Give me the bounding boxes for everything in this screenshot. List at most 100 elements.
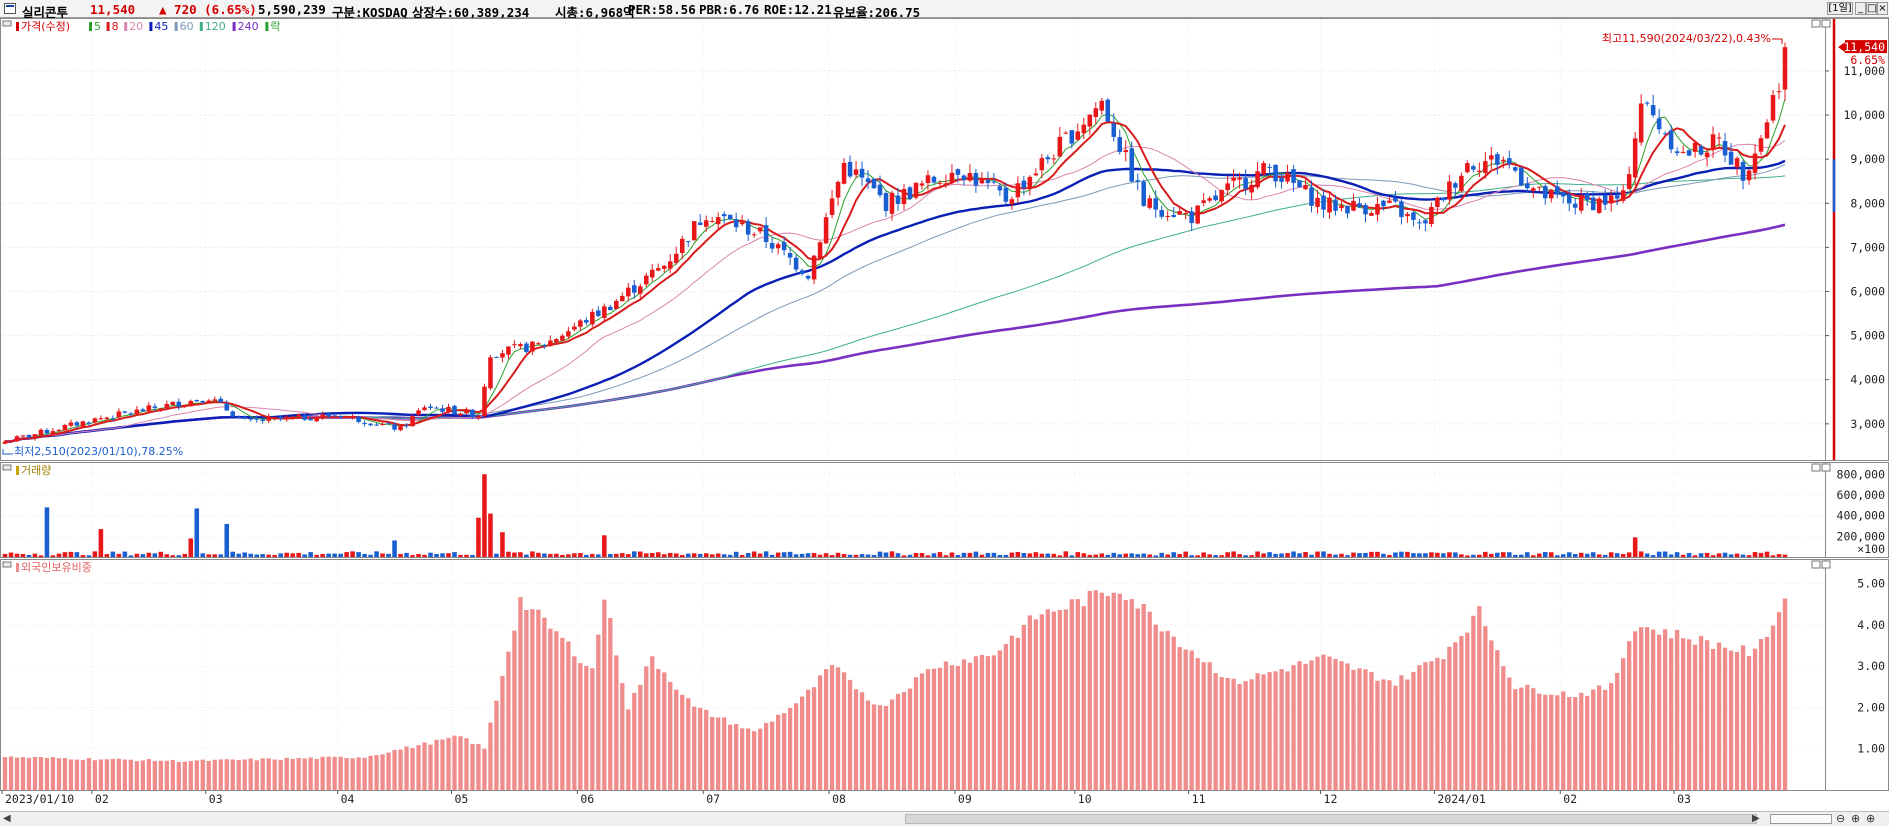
volume-bar xyxy=(1369,551,1374,557)
foreign-holding-bar xyxy=(763,722,769,790)
window-menu-icon[interactable] xyxy=(4,3,16,14)
candle-body xyxy=(1105,99,1111,122)
scroll-right-icon[interactable]: ▶ xyxy=(1752,813,1760,824)
volume-bar xyxy=(1381,553,1386,557)
zoom-in-icon[interactable]: ⊕ xyxy=(1866,812,1876,825)
candle-body xyxy=(1782,47,1788,90)
scroll-thumb[interactable] xyxy=(905,814,1757,824)
foreign-holding-bar xyxy=(781,713,787,790)
zoom-out-icon[interactable]: ⊖ xyxy=(1836,812,1846,825)
candle-body xyxy=(152,406,158,409)
volume-bar xyxy=(308,552,313,557)
candle-body xyxy=(1351,200,1356,211)
scroll-left-icon[interactable]: ◀ xyxy=(3,813,11,824)
foreign-holding-bar xyxy=(1746,656,1752,790)
candle-body xyxy=(1141,181,1146,206)
volume-bar xyxy=(787,551,793,557)
volume-panel-restore-icon[interactable] xyxy=(1811,463,1821,472)
foreign-holding-bar xyxy=(1698,636,1704,790)
foreign-holding-bar xyxy=(1603,689,1608,790)
volume-bar xyxy=(1638,551,1644,557)
volume-bar xyxy=(805,553,811,557)
candle-body xyxy=(1375,204,1380,215)
candle-body xyxy=(242,416,248,419)
candle-body xyxy=(967,173,973,181)
candle-body xyxy=(446,407,451,412)
price-panel-close-icon[interactable] xyxy=(1821,19,1831,28)
stock-chart[interactable]: 3,000 4,000 5,000 6,000 7,000 8,000 9,000 10,00… xyxy=(0,18,1889,811)
foreign-holding-bar xyxy=(104,759,110,790)
foreign-panel-restore-icon[interactable] xyxy=(1811,560,1821,569)
foreign-panel-close-icon[interactable] xyxy=(1821,560,1831,569)
foreign-holding-bar xyxy=(1728,650,1734,790)
price-panel-restore-icon[interactable] xyxy=(1811,19,1821,28)
foreign-holding-bar xyxy=(506,651,511,790)
foreign-holding-bar xyxy=(1021,624,1027,790)
volume-bar xyxy=(1716,553,1722,557)
legend-item: 60 xyxy=(180,20,194,33)
volume-bar xyxy=(1596,554,1602,557)
candle-body xyxy=(1513,167,1518,171)
zoom-slider[interactable] xyxy=(1770,814,1832,824)
candle-body xyxy=(392,424,397,430)
volume-bar xyxy=(1249,555,1254,557)
foreign-holding-bar xyxy=(482,748,487,790)
candle-body xyxy=(1315,197,1320,207)
foreign-panel-menu-icon[interactable] xyxy=(2,561,12,568)
foreign-holding-bar xyxy=(943,661,949,790)
candle-body xyxy=(799,270,805,274)
foreign-holding-bar xyxy=(1393,685,1398,790)
foreign-holding-bar xyxy=(236,759,241,790)
foreign-holding-bar xyxy=(290,758,295,790)
candle-body xyxy=(1614,195,1620,199)
foreign-holding-bar xyxy=(925,669,931,790)
volume-bar xyxy=(1033,552,1039,557)
volume-bar xyxy=(1351,552,1356,557)
price-panel-menu-icon[interactable] xyxy=(2,20,12,27)
volume-bar xyxy=(236,553,242,557)
candle-body xyxy=(895,195,901,204)
candle-body xyxy=(530,341,535,352)
volume-bar xyxy=(56,553,62,557)
foreign-holding-bar xyxy=(859,692,865,790)
volume-bar xyxy=(1728,554,1734,557)
candle-body xyxy=(230,411,236,417)
candle-body xyxy=(320,414,325,418)
candle-body xyxy=(110,418,116,420)
volume-panel-close-icon[interactable] xyxy=(1821,463,1831,472)
candle-body xyxy=(811,255,817,280)
volume-bar xyxy=(548,553,553,557)
foreign-holding-bar xyxy=(602,599,607,790)
minimize-button[interactable]: _ xyxy=(1855,2,1866,15)
foreign-holding-bar xyxy=(596,634,601,790)
volume-bar xyxy=(314,554,319,557)
time-tick-label: 11 xyxy=(1192,792,1206,806)
horizontal-scrollbar[interactable]: ◀ ▶ ⊖ ⊕ ⊕ xyxy=(0,811,1889,826)
zoom-reset-icon[interactable]: ⊕ xyxy=(1851,812,1861,825)
candle-body xyxy=(1519,167,1524,186)
foreign-holding-bar xyxy=(967,662,973,790)
foreign-holding-bar xyxy=(1405,679,1410,790)
candle-body xyxy=(781,242,787,251)
price-tick-label: 6,000 xyxy=(1850,284,1885,298)
volume-bar xyxy=(170,555,176,557)
foreign-holding-bar xyxy=(1375,680,1380,790)
candle-body xyxy=(1069,130,1075,144)
time-tick-label: 03 xyxy=(1677,792,1691,806)
close-button[interactable]: × xyxy=(1877,2,1888,15)
foreign-holding-bar xyxy=(1207,662,1212,790)
volume-panel-menu-icon[interactable] xyxy=(2,464,12,471)
volume-bar xyxy=(1333,554,1338,557)
candle-body xyxy=(218,398,224,403)
foreign-holding-bar xyxy=(680,694,685,790)
candle-body xyxy=(1548,189,1554,199)
volume-bar xyxy=(26,554,32,557)
volume-bar xyxy=(530,551,535,557)
period-button[interactable]: [1일] xyxy=(1827,2,1853,15)
foreign-holding-bar xyxy=(632,692,637,790)
foreign-holding-bar xyxy=(949,665,955,790)
foreign-holding-bar xyxy=(793,703,799,790)
volume-bar xyxy=(62,552,68,557)
volume-bar xyxy=(98,529,104,557)
maximize-button[interactable]: □ xyxy=(1866,2,1877,15)
